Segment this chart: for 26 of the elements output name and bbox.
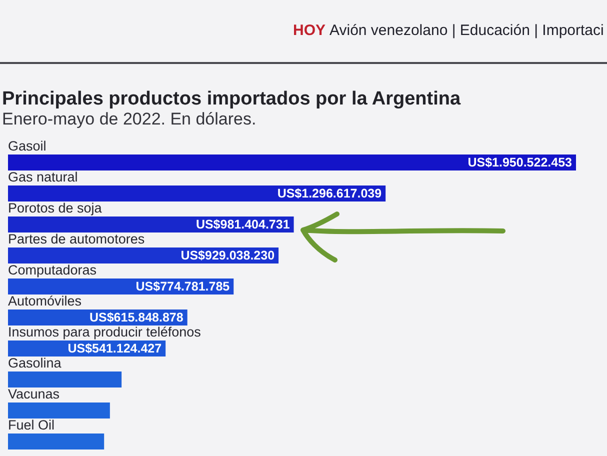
y-tick-label: Porotos de soja xyxy=(8,200,102,216)
text: Avión venezolano | Educación | Importaci xyxy=(330,22,604,39)
y-tick-label: Fuel Oil xyxy=(8,418,55,432)
data-label: US$1.296.617.039 xyxy=(277,186,382,200)
y-tick-label: Gasoil xyxy=(8,138,46,154)
y-tick-label: Partes de automotores xyxy=(8,232,145,246)
chart-title: Principales productos importados por la Argentina xyxy=(2,88,461,110)
data-label: US$615.848.878 xyxy=(89,310,184,324)
y-tick-label: Gasolina xyxy=(8,356,62,370)
bar xyxy=(8,154,576,170)
bar xyxy=(8,186,386,202)
bar xyxy=(8,402,110,418)
bar xyxy=(8,434,104,450)
data-label: US$774.781.785 xyxy=(136,280,230,294)
y-tick-label: Automóviles xyxy=(8,294,82,308)
data-label: US$541.124.427 xyxy=(68,342,162,356)
data-label: US$929.038.230 xyxy=(180,248,275,262)
y-tick-label: Gas natural xyxy=(8,170,78,184)
chart-subtitle: Enero-mayo de 2022. En dólares. xyxy=(2,110,256,128)
y-tick-label: Insumos para producir teléfonos xyxy=(8,324,202,340)
data-label: US$1.950.522.453 xyxy=(468,156,572,170)
data-label: US$981.404.731 xyxy=(196,218,290,232)
text: HOY xyxy=(293,22,326,39)
y-tick-label: Vacunas xyxy=(8,386,60,402)
y-tick-label: Computadoras xyxy=(8,262,97,278)
bar xyxy=(8,372,122,388)
